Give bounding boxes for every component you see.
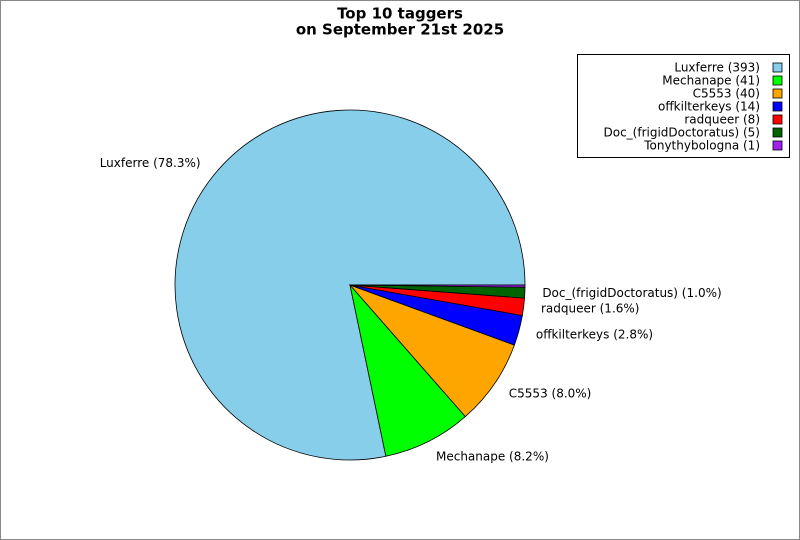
legend-label: Doc_(frigidDoctoratus) (5) [604, 126, 761, 140]
chart-title: Top 10 taggers [337, 5, 463, 23]
chart-subtitle: on September 21st 2025 [296, 21, 504, 39]
slice-label: offkilterkeys (2.8%) [536, 328, 653, 342]
legend-swatch [772, 140, 783, 151]
legend-label: Luxferre (393) [674, 61, 760, 75]
slice-label: Luxferre (78.3%) [100, 156, 201, 170]
legend-label: Tonythybologna (1) [643, 139, 760, 153]
legend-swatch [772, 75, 783, 86]
pie-slice [349, 283, 466, 457]
slice-label: radqueer (1.6%) [541, 302, 640, 316]
pie-slice [349, 284, 526, 288]
legend-swatch [772, 127, 783, 138]
legend-swatch [772, 114, 783, 125]
slice-label: Mechanape (8.2%) [436, 450, 549, 464]
legend-swatch [772, 88, 783, 99]
slice-label: Doc_(frigidDoctoratus) (1.0%) [542, 286, 721, 300]
legend-label: Mechanape (41) [662, 74, 760, 88]
legend-swatch [772, 62, 783, 73]
legend-label: radqueer (8) [684, 113, 760, 127]
legend-swatch [772, 101, 783, 112]
legend-label: C5553 (40) [693, 87, 760, 101]
slice-label: C5553 (8.0%) [509, 386, 592, 400]
legend-label: offkilterkeys (14) [658, 100, 760, 114]
legend-box [577, 54, 790, 158]
